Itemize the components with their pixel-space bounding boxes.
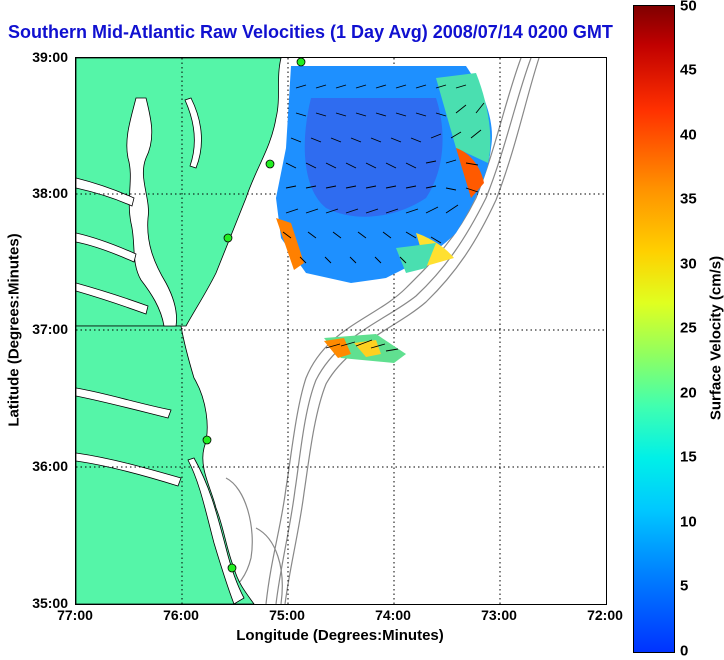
x-tick-label: 73:00 [481,607,517,623]
y-tick-label: 36:00 [0,458,68,474]
colorbar-tick: 20 [680,385,697,402]
colorbar-tick: 0 [680,643,688,660]
colorbar-tick: 25 [680,320,697,337]
colorbar-label: Surface Velocity (cm/s) [708,256,724,420]
y-tick-label: 38:00 [0,185,68,201]
y-tick-label: 39:00 [0,49,68,65]
y-tick-label: 35:00 [0,595,68,611]
colorbar-tick: 35 [680,191,697,208]
y-axis-label: Latitude (Degrees:Minutes) [6,233,23,426]
x-axis-label: Longitude (Degrees:Minutes) [236,627,444,644]
colorbar-tick: 50 [680,0,697,15]
velocity-field-north [276,66,492,283]
colorbar-tick: 15 [680,449,697,466]
map-plot-area[interactable] [75,57,607,605]
colorbar-tick: 5 [680,578,688,595]
colorbar-tick: 40 [680,127,697,144]
x-tick-label: 72:00 [587,607,623,623]
colorbar-tick: 30 [680,256,697,273]
colorbar-tick: 45 [680,62,697,79]
x-tick-label: 75:00 [269,607,305,623]
map-canvas [76,58,606,604]
x-tick-label: 76:00 [163,607,199,623]
colorbar [633,5,675,653]
colorbar-tick: 10 [680,514,697,531]
map-title: Southern Mid-Atlantic Raw Velocities (1 … [8,22,613,43]
x-tick-label: 74:00 [375,607,411,623]
